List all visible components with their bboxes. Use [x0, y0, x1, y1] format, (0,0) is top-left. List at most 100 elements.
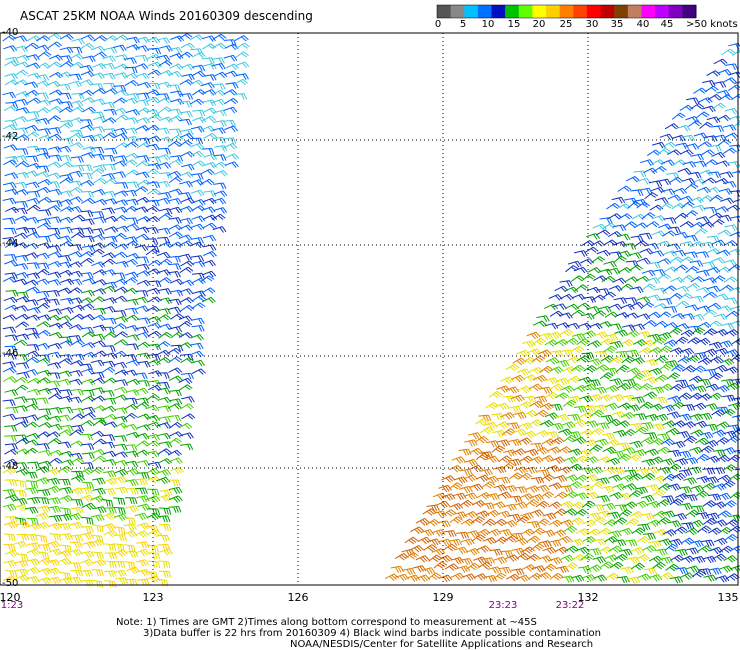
wind-barb — [202, 89, 217, 96]
wind-barb — [47, 372, 61, 380]
wind-barb — [35, 512, 50, 520]
wind-barb — [14, 215, 29, 223]
wind-barb — [4, 79, 19, 86]
wind-barb — [481, 557, 495, 565]
wind-barb — [723, 276, 738, 283]
wind-barb — [102, 345, 116, 352]
wind-barb — [211, 57, 225, 64]
wind-barb — [597, 527, 612, 536]
wind-barb — [81, 395, 96, 402]
wind-barb — [723, 259, 737, 266]
wind-barb — [575, 528, 590, 536]
wind-barb — [693, 132, 708, 140]
wind-barb — [79, 179, 94, 187]
wind-barb — [718, 526, 732, 535]
wind-barb — [628, 383, 643, 391]
wind-barb — [725, 310, 740, 318]
wind-barb — [730, 378, 740, 386]
wind-barb — [491, 501, 506, 509]
wind-barb — [71, 353, 85, 361]
wind-barb — [157, 422, 172, 429]
wind-barb — [4, 549, 19, 558]
wind-barb — [81, 389, 95, 397]
wind-barb — [35, 80, 50, 87]
wind-barb — [2, 326, 17, 334]
wind-barb — [528, 383, 543, 391]
wind-barb — [667, 520, 682, 528]
wind-barb — [190, 142, 204, 150]
wind-barb — [190, 334, 205, 341]
wind-barb — [26, 231, 41, 239]
wind-barb — [607, 530, 622, 538]
wind-barb — [58, 254, 72, 262]
wind-barb — [522, 430, 537, 439]
wind-barb — [698, 568, 712, 576]
wind-barb — [202, 270, 217, 278]
wind-barb — [681, 404, 696, 412]
wind-barb — [652, 489, 666, 497]
wind-barb — [633, 339, 648, 347]
wind-barb — [136, 341, 151, 348]
wind-barb — [520, 512, 534, 520]
wind-barb — [101, 360, 116, 368]
wind-barb — [168, 231, 183, 238]
wind-barb — [148, 259, 163, 266]
wind-barb — [126, 36, 140, 44]
wind-barb — [37, 128, 51, 135]
wind-barb — [471, 499, 486, 508]
wind-barb — [92, 405, 107, 412]
wind-barb — [36, 414, 51, 421]
wind-barb — [135, 226, 150, 234]
wind-barb — [135, 160, 150, 168]
wind-barb — [191, 64, 206, 72]
wind-barb — [579, 429, 594, 437]
wind-barb — [145, 215, 160, 223]
wind-barb — [690, 221, 705, 229]
wind-barb — [104, 128, 118, 135]
wind-barb — [558, 535, 573, 544]
wind-barb — [69, 46, 83, 54]
wind-barb — [669, 383, 684, 392]
wind-barb — [734, 468, 740, 471]
wind-barb — [676, 124, 691, 132]
wind-barb — [36, 107, 51, 114]
wind-barb — [662, 230, 677, 237]
wind-barb — [514, 486, 528, 494]
wind-barb — [47, 227, 61, 235]
wind-barb — [723, 181, 737, 188]
wind-barb — [471, 534, 486, 542]
wind-barb — [59, 33, 74, 41]
wind-barb — [5, 494, 19, 502]
wind-barb — [26, 204, 41, 212]
wind-barb — [57, 145, 72, 153]
wind-barb — [696, 269, 710, 277]
wind-barb — [600, 355, 615, 363]
wind-barb — [70, 506, 85, 514]
wind-barb — [680, 241, 695, 248]
wind-barb — [716, 454, 730, 463]
wind-barb — [180, 443, 194, 451]
wind-barb — [158, 458, 173, 465]
wind-barb — [560, 349, 574, 357]
wind-barb — [685, 509, 700, 518]
wind-barb — [417, 536, 432, 545]
wind-barb — [3, 105, 18, 112]
wind-barb — [708, 341, 723, 349]
wind-barb — [157, 448, 172, 455]
wind-barb — [574, 284, 589, 292]
lat-label-40: -40 — [2, 27, 19, 38]
wind-barb — [567, 375, 582, 384]
wind-barb — [599, 217, 613, 224]
wind-barb — [524, 448, 539, 457]
wind-barb — [629, 286, 644, 294]
wind-barb — [638, 383, 653, 391]
wind-barb — [2, 124, 17, 131]
wind-barb — [25, 286, 40, 293]
wind-barb — [212, 83, 226, 90]
wind-barb — [567, 414, 581, 422]
wind-barb — [617, 402, 632, 411]
wind-barb — [528, 572, 543, 581]
wind-barb — [549, 422, 564, 431]
wind-barb — [502, 395, 516, 403]
wind-barb — [642, 319, 657, 327]
